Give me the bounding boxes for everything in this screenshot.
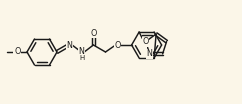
- Text: O: O: [14, 48, 20, 56]
- Text: N: N: [147, 49, 153, 58]
- Text: N: N: [66, 40, 72, 50]
- Text: H: H: [80, 54, 85, 61]
- Text: O: O: [114, 40, 121, 50]
- Text: F: F: [142, 40, 146, 49]
- Text: O: O: [143, 37, 149, 46]
- Text: N: N: [78, 48, 84, 56]
- Text: O: O: [90, 28, 97, 38]
